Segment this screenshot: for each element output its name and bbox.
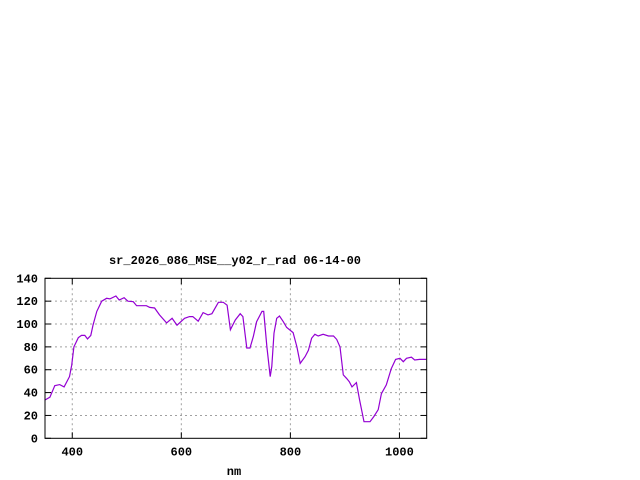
x-tick-label: 400	[61, 445, 83, 459]
y-tick-label: 60	[24, 364, 38, 378]
y-tick-label: 0	[31, 432, 38, 446]
series-line	[44, 295, 427, 423]
x-axis-label: nm	[227, 465, 241, 479]
y-tick-label: 40	[24, 387, 38, 401]
x-tick-label: 600	[171, 445, 193, 459]
y-tick-label: 20	[24, 409, 38, 423]
plot-frame	[44, 277, 428, 439]
y-tick-label: 120	[16, 295, 38, 309]
chart-title: sr_2026_086_MSE__y02_r_rad 06-14-00	[109, 254, 361, 268]
y-tick-label: 80	[24, 341, 38, 355]
y-tick-label: 100	[16, 318, 38, 332]
x-tick-label: 800	[280, 445, 302, 459]
y-tick-label: 140	[16, 272, 38, 286]
x-tick-label: 1000	[385, 445, 414, 459]
grid	[45, 278, 427, 439]
ticks: 400 600 800 1000 0 20 40 60 80 100 120 140	[16, 272, 427, 459]
